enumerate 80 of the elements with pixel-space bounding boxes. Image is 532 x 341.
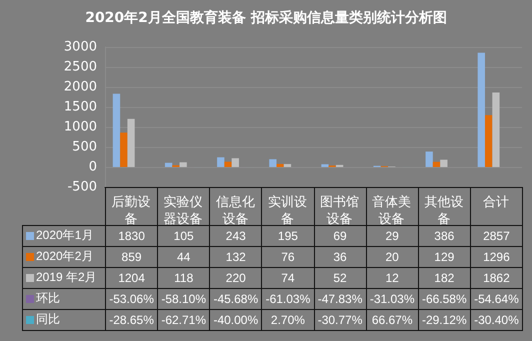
data-label: -31.03% [366, 288, 418, 309]
data-label: 220 [210, 267, 262, 288]
y-tick-label: 0 [88, 160, 97, 174]
y-tick-label: 1500 [64, 100, 97, 114]
data-label: -30.40% [470, 309, 522, 330]
data-label: 66.67% [366, 309, 418, 330]
bar [224, 162, 232, 167]
data-label: -29.12% [418, 309, 470, 330]
y-tick-label: 1000 [64, 120, 97, 134]
data-label: 1296 [470, 246, 522, 267]
bar [276, 164, 284, 167]
data-label: 29 [366, 225, 418, 246]
legend-label: 2020年1月 [36, 228, 94, 242]
x-tick-label: 图书馆设备 [320, 194, 360, 226]
x-tick-label: 其他设备 [424, 194, 464, 226]
legend-label: 同比 [36, 312, 60, 326]
data-label: 20 [366, 246, 418, 267]
y-tick-label: 500 [72, 140, 97, 154]
y-tick-label: -500 [67, 180, 97, 194]
bar [180, 162, 187, 167]
bar [440, 160, 448, 167]
data-label: 74 [262, 267, 314, 288]
legend-label: 环比 [36, 291, 60, 305]
y-tick-label: 2500 [64, 60, 97, 74]
legend-label: 2020年2月 [36, 249, 94, 263]
data-label: 69 [314, 225, 366, 246]
y-tick-label: 2000 [64, 80, 97, 94]
data-label: -28.65% [106, 309, 158, 330]
data-label: 182 [418, 267, 470, 288]
data-label: 2857 [470, 225, 522, 246]
bar [164, 162, 172, 167]
data-label: 105 [158, 225, 210, 246]
x-tick-label: 后勤设备 [112, 194, 151, 226]
data-label: -58.10% [158, 288, 210, 309]
x-tick-label: 合计 [482, 194, 509, 209]
data-label: 118 [158, 267, 210, 288]
data-label: 44 [158, 246, 210, 267]
bar [217, 157, 224, 167]
data-label: -54.64% [470, 288, 522, 309]
data-label: -47.83% [314, 288, 366, 309]
data-label: 243 [210, 225, 262, 246]
data-label: 36 [314, 246, 366, 267]
x-tick-label: 信息化设备 [216, 194, 255, 226]
chart-title: 2020年2月全国教育装备 招标采购信息量类别统计分析图 [85, 9, 447, 26]
bar [127, 118, 135, 167]
legend-label: 2019 年2月 [36, 270, 97, 284]
data-label: 132 [210, 246, 262, 267]
data-label: -40.00% [210, 309, 262, 330]
bar [112, 94, 120, 167]
bar [432, 162, 440, 167]
bar [232, 158, 239, 167]
bar [269, 159, 276, 167]
bar [484, 115, 492, 167]
bar [284, 164, 292, 167]
data-label: -61.03% [262, 288, 314, 309]
bar [478, 52, 485, 167]
data-label: 129 [418, 246, 470, 267]
data-label: -45.68% [210, 288, 262, 309]
data-label: 386 [418, 225, 470, 246]
y-tick-label: 3000 [64, 40, 97, 54]
data-label: 52 [314, 267, 366, 288]
data-label: 12 [366, 267, 418, 288]
x-tick-label: 实训设备 [268, 194, 307, 226]
data-label: -53.06% [106, 288, 158, 309]
data-label: 1862 [470, 267, 522, 288]
bar [120, 132, 128, 167]
data-label: 1830 [106, 225, 158, 246]
data-label: 2.70% [262, 309, 314, 330]
bar [426, 152, 433, 167]
data-label: 1204 [106, 267, 158, 288]
data-label: -30.77% [314, 309, 366, 330]
data-label: -66.58% [418, 288, 470, 309]
bar [492, 92, 500, 167]
data-label: 76 [262, 246, 314, 267]
x-tick-label: 音体美设备 [372, 194, 412, 226]
data-label: -62.71% [158, 309, 210, 330]
data-label: 859 [106, 246, 158, 267]
bar [321, 164, 329, 167]
x-tick-label: 实验仪器设备 [164, 194, 203, 226]
data-label: 195 [262, 225, 314, 246]
